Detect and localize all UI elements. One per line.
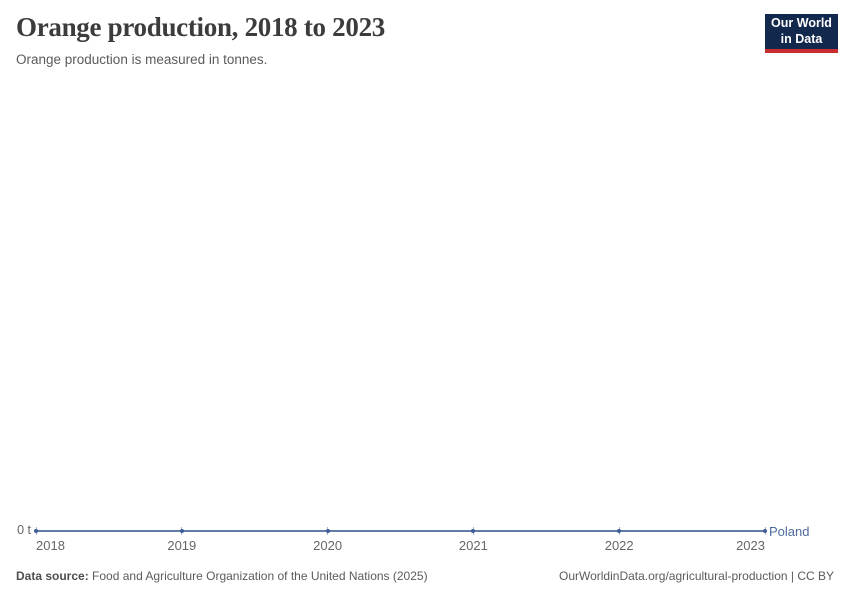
owid-logo-line2: in Data	[780, 31, 823, 46]
data-source-note: Data source: Food and Agriculture Organi…	[16, 569, 428, 583]
data-point-marker	[325, 529, 330, 533]
data-point-marker	[471, 529, 476, 533]
data-point-marker	[34, 529, 38, 533]
series-label-poland: Poland	[769, 524, 810, 539]
page-title: Orange production, 2018 to 2023	[16, 12, 385, 42]
x-axis-tick-label: 2018	[36, 538, 65, 553]
data-point-marker	[763, 529, 767, 533]
y-axis-zero-label: 0 t	[17, 523, 31, 537]
chart-subtitle: Orange production is measured in tonnes.	[16, 52, 268, 67]
data-point-marker	[179, 529, 184, 533]
x-axis-tick-label: 2022	[604, 538, 634, 553]
data-source-text: Food and Agriculture Organization of the…	[88, 569, 428, 583]
data-source-label: Data source:	[16, 569, 89, 583]
owid-logo-line1: Our World	[771, 16, 832, 30]
data-point-marker	[617, 529, 622, 533]
x-axis-tick-label: 2019	[167, 538, 197, 553]
x-axis-tick-label: 2023	[736, 538, 765, 553]
x-axis-tick-label: 2020	[313, 538, 343, 553]
owid-url-link[interactable]: OurWorldinData.org/agricultural-producti…	[558, 569, 834, 583]
x-axis-tick-label: 2021	[458, 538, 488, 553]
owid-logo: Our World in Data	[765, 14, 838, 53]
